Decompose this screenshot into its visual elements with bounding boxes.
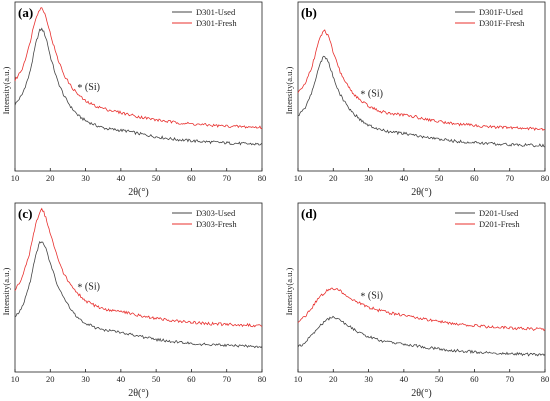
x-axis-label: 2θ(°) (128, 388, 148, 399)
plot-frame (297, 1, 546, 172)
x-tick-label: 40 (400, 374, 409, 384)
x-tick-label: 80 (258, 173, 267, 183)
series-line-d301f-used (297, 55, 546, 148)
plot-frame (297, 202, 546, 373)
x-axis-label: 2θ(°) (411, 388, 431, 399)
panel-c: 10 20 30 40 50 60 70 80 2θ(°) Intensity(a.u.) (c) D… (1, 202, 267, 399)
x-tick-label: 30 (81, 173, 90, 183)
y-axis-label: Intensity(a.u.) (284, 267, 294, 315)
x-tick-label: 30 (81, 374, 90, 384)
series-line-d201-fresh (297, 287, 546, 332)
annotation-label: (Si) (368, 88, 383, 99)
y-axis-label: Intensity(a.u.) (1, 66, 11, 114)
x-tick-label: 40 (400, 173, 409, 183)
x-tick-label: 60 (187, 374, 196, 384)
series-line-d303-fresh (14, 207, 263, 328)
panel-label: (a) (18, 5, 33, 20)
panel-label: (d) (301, 206, 317, 221)
x-tick-label: 40 (117, 173, 126, 183)
y-axis-label: Intensity(a.u.) (284, 66, 294, 114)
x-tick-label: 70 (222, 374, 231, 384)
x-tick-label: 80 (541, 374, 550, 384)
panel-b: 10 20 30 40 50 60 70 80 2θ(°) Intensity(a.u.) (b) D… (284, 1, 550, 198)
x-tick-label: 60 (187, 173, 196, 183)
panel-a: 10 20 30 40 50 60 70 80 2θ(°) Intensity(a.u.) (a) D… (1, 1, 267, 198)
series-line-d303-used (14, 240, 263, 349)
x-tick-label: 80 (541, 173, 550, 183)
annotation-marker: * (77, 83, 82, 94)
legend-entry-d201-fresh: D201-Fresh (479, 219, 520, 229)
x-axis-label: 2θ(°) (128, 187, 148, 198)
x-tick-label: 30 (364, 374, 373, 384)
x-tick-label: 50 (435, 173, 444, 183)
annotation-label: (Si) (368, 291, 383, 302)
x-tick-label: 10 (294, 374, 303, 384)
x-tick-label: 70 (505, 173, 514, 183)
annotation-label: (Si) (85, 282, 100, 293)
x-tick-label: 10 (294, 173, 303, 183)
plot-frame (14, 202, 263, 373)
x-tick-label: 70 (505, 374, 514, 384)
legend-entry-d201-used: D201-Used (479, 208, 519, 218)
legend-entry-d301-used: D301-Used (196, 7, 236, 17)
series-line-d201-used (297, 315, 546, 357)
x-tick-label: 60 (470, 173, 479, 183)
x-tick-label: 20 (329, 173, 338, 183)
y-axis-label: Intensity(a.u.) (1, 267, 11, 315)
annotation-marker: * (360, 292, 365, 303)
legend-entry-d301f-fresh: D301F-Fresh (479, 18, 525, 28)
panel-d: 10 20 30 40 50 60 70 80 2θ(°) Intensity(a.u.) (d) D… (284, 202, 550, 399)
x-tick-label: 20 (46, 173, 55, 183)
x-tick-label: 40 (117, 374, 126, 384)
x-tick-label: 80 (258, 374, 267, 384)
x-tick-label: 50 (152, 374, 161, 384)
x-tick-label: 50 (435, 374, 444, 384)
annotation-marker: * (360, 89, 365, 100)
series-line-d301f-fresh (297, 29, 546, 131)
series-line-d301-used (14, 27, 263, 146)
x-tick-label: 70 (222, 173, 231, 183)
x-tick-label: 60 (470, 374, 479, 384)
x-tick-label: 50 (152, 173, 161, 183)
panel-label: (b) (301, 5, 317, 20)
annotation-marker: * (77, 283, 82, 294)
legend-entry-d303-fresh: D303-Fresh (196, 219, 237, 229)
plot-frame (14, 1, 263, 172)
x-tick-label: 20 (46, 374, 55, 384)
series-line-d301-fresh (14, 7, 263, 130)
legend-entry-d301-fresh: D301-Fresh (196, 18, 237, 28)
x-tick-label: 30 (364, 173, 373, 183)
panel-label: (c) (18, 206, 32, 221)
x-tick-label: 20 (329, 374, 338, 384)
annotation-label: (Si) (85, 82, 100, 93)
legend-entry-d301f-used: D301F-Used (479, 7, 524, 17)
x-axis-label: 2θ(°) (411, 187, 431, 198)
legend-entry-d303-used: D303-Used (196, 208, 236, 218)
x-tick-label: 10 (11, 173, 20, 183)
x-tick-label: 10 (11, 374, 20, 384)
